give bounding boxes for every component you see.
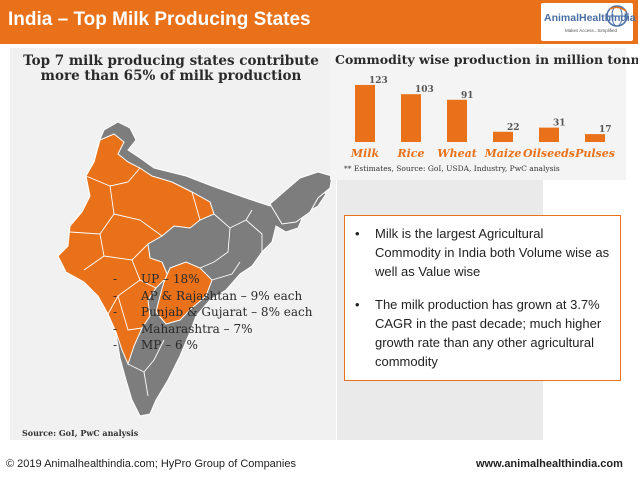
bar-rice bbox=[401, 94, 421, 142]
state-share-item: - UP – 18% bbox=[113, 272, 200, 286]
page-title: India – Top Milk Producing States bbox=[8, 9, 311, 30]
value-label-milk: 123 bbox=[369, 76, 388, 86]
category-label-milk: Milk bbox=[350, 147, 380, 160]
bar-pulses bbox=[585, 134, 605, 142]
footer-website-link[interactable]: www.animalhealthindia.com bbox=[476, 458, 623, 470]
state-share-item: - MP – 6 % bbox=[113, 338, 198, 352]
bar-oilseeds bbox=[539, 127, 559, 142]
state-share-item: - AP & Rajashtan – 9% each bbox=[113, 288, 303, 303]
globe-icon bbox=[606, 5, 628, 27]
header-bar: India – Top Milk Producing States Animal… bbox=[0, 0, 638, 44]
key-facts-callout: • Milk is the largest Agricultural Commod… bbox=[344, 215, 621, 381]
callout-bullet: • Milk is the largest Agricultural Commod… bbox=[355, 224, 612, 281]
category-label-rice: Rice bbox=[396, 147, 424, 160]
map-state-borders bbox=[69, 167, 263, 397]
state-share-text: UP – 18% bbox=[141, 272, 200, 286]
map-heading-line-1: Top 7 milk producing states contribute bbox=[23, 53, 319, 69]
bullet-icon: • bbox=[355, 226, 360, 241]
state-share-text: Punjab & Gujarat – 8% each bbox=[141, 305, 313, 319]
map-source: Source: GoI, PwC analysis bbox=[22, 428, 139, 438]
map-heading-line-2: more than 65% of milk production bbox=[40, 68, 302, 84]
state-share-text: AP & Rajashtan – 9% each bbox=[141, 288, 303, 303]
bar-maize bbox=[493, 131, 513, 142]
map-andhra-pradesh bbox=[155, 261, 213, 325]
bullet-icon: • bbox=[355, 297, 360, 312]
callout-bullet: • The milk production has grown at 3.7% C… bbox=[355, 295, 612, 371]
callout-bullet-text: Milk is the largest Agricultural Commodi… bbox=[375, 226, 610, 279]
state-share-item: - Maharashtra – 7% bbox=[113, 321, 253, 336]
value-label-pulses: 17 bbox=[599, 125, 612, 135]
value-label-oilseeds: 31 bbox=[553, 119, 566, 129]
category-label-wheat: Wheat bbox=[437, 147, 477, 160]
production-bar-chart: 123 Milk 103 Rice 91 Wheat 22 Maize 31 Oilseeds 17… bbox=[350, 76, 615, 160]
production-chart-panel: Commodity wise production in million ton… bbox=[330, 48, 638, 180]
bar-milk bbox=[355, 84, 375, 142]
category-label-pulses: Pulses bbox=[574, 147, 615, 160]
bar-wheat bbox=[447, 99, 467, 142]
state-share-item: - Punjab & Gujarat – 8% each bbox=[113, 305, 313, 319]
map-northeast bbox=[269, 171, 333, 225]
category-label-maize: Maize bbox=[484, 147, 522, 160]
logo-tagline: Makes Access...Simplified bbox=[565, 28, 618, 33]
category-label-oilseeds: Oilseeds bbox=[523, 147, 575, 160]
callout-bullet-text: The milk production has grown at 3.7% CA… bbox=[375, 297, 602, 369]
value-label-rice: 103 bbox=[415, 85, 434, 95]
state-share-text: Maharashtra – 7% bbox=[141, 321, 253, 336]
footer-copyright: © 2019 Animalhealthindia.com; HyPro Grou… bbox=[6, 458, 296, 470]
value-label-wheat: 91 bbox=[461, 91, 474, 101]
chart-title: Commodity wise production in million ton… bbox=[335, 52, 638, 67]
state-share-text: MP – 6 % bbox=[141, 338, 198, 352]
company-logo[interactable]: AnimalHealthIndia Makes Access...Simplif… bbox=[541, 3, 636, 41]
state-share-list: - UP – 18% - AP & Rajashtan – 9% each - Pun… bbox=[113, 271, 313, 354]
map-heading: Top 7 milk producing states contribute m… bbox=[21, 54, 321, 84]
chart-note: ** Estimates, Source: GoI, USDA, Industr… bbox=[344, 164, 560, 173]
value-label-maize: 22 bbox=[507, 123, 520, 133]
